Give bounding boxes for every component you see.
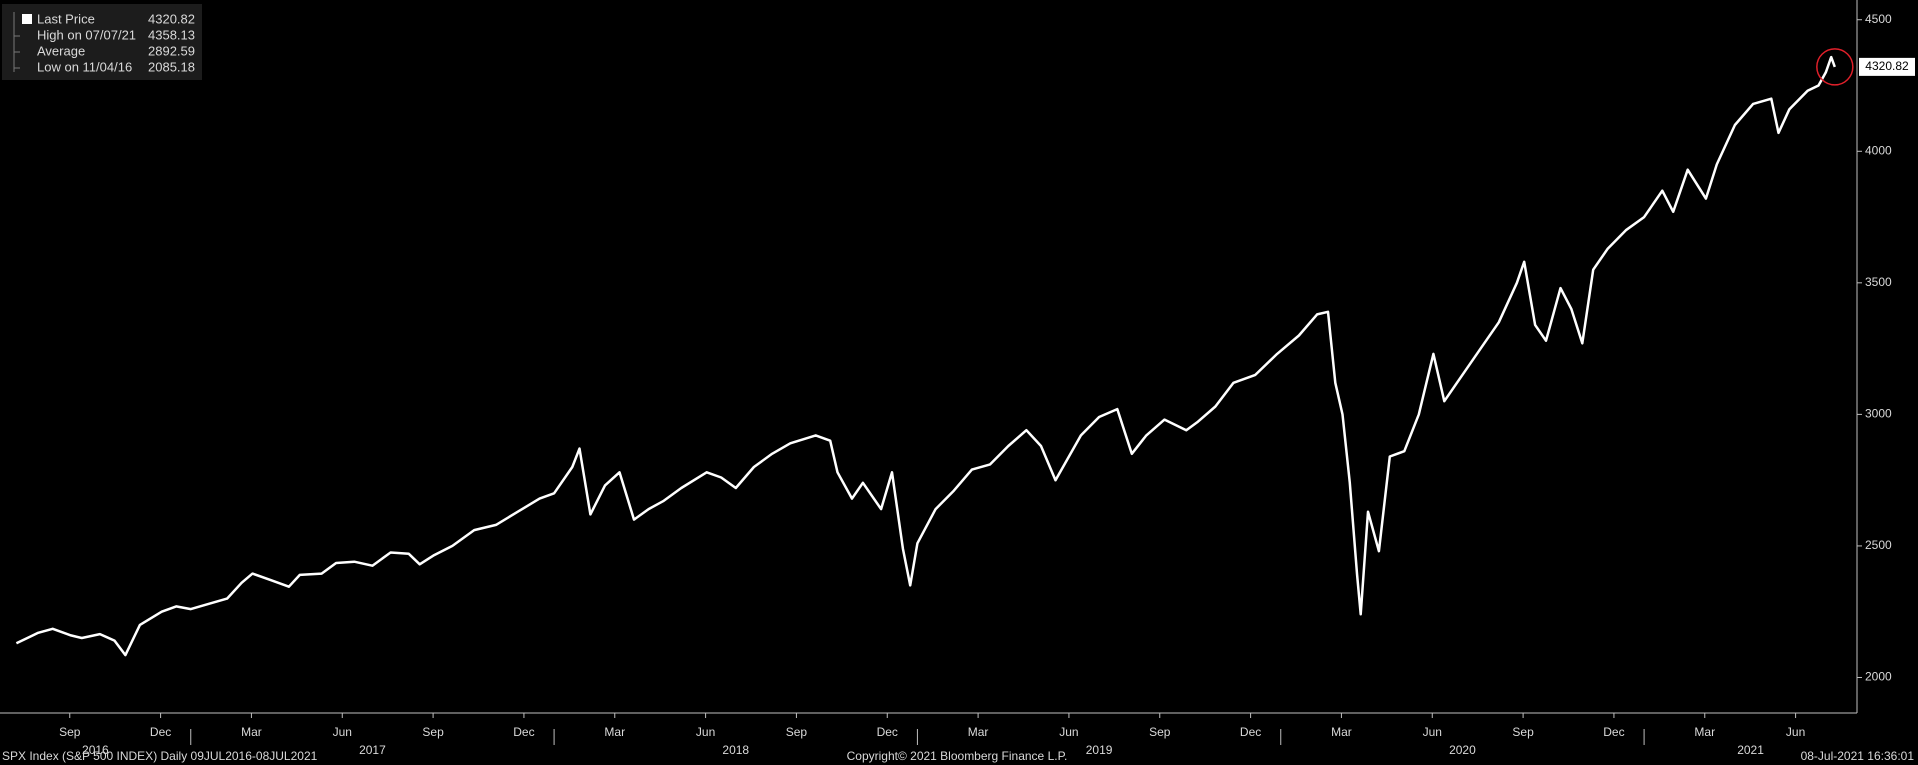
legend-value: 4320.82 [148,11,195,26]
footer-right: 08-Jul-2021 16:36:01 [1801,749,1915,763]
y-tick-label: 2000 [1865,670,1892,684]
year-label: 2018 [722,743,749,757]
x-tick-label: Dec [877,725,898,739]
x-tick-label: Sep [1149,725,1171,739]
legend-value: 2085.18 [148,59,195,74]
year-label: 2019 [1086,743,1113,757]
y-tick-label: 4500 [1865,12,1892,26]
x-tick-label: Sep [1512,725,1534,739]
x-tick-label: Sep [59,725,81,739]
y-tick-label: 3000 [1865,407,1892,421]
x-tick-label: Dec [150,725,171,739]
x-tick-label: Mar [241,725,262,739]
year-label: 2020 [1449,743,1476,757]
x-tick-label: Mar [604,725,625,739]
x-tick-label: Jun [1423,725,1442,739]
x-tick-label: Dec [513,725,534,739]
year-label: 2017 [359,743,386,757]
x-tick-label: Jun [1059,725,1078,739]
highlight-circle [1816,48,1854,86]
x-tick-label: Jun [1786,725,1805,739]
legend-label: Low on 11/04/16 [37,59,132,74]
last-price-tag [1859,57,1915,76]
y-tick-label: 4000 [1865,143,1892,157]
last-price-label: 4320.82 [1865,59,1909,73]
legend-value: 2892.59 [148,43,195,58]
legend-label: Average [37,43,85,58]
legend-label: High on 07/07/21 [37,27,136,42]
legend-value: 4358.13 [148,27,195,42]
y-tick-label: 3500 [1865,275,1892,289]
x-tick-label: Mar [968,725,989,739]
year-label: 2016 [82,743,109,757]
legend-box [2,4,202,80]
x-tick-label: Sep [786,725,808,739]
footer-left: SPX Index (S&P 500 INDEX) Daily 09JUL201… [2,749,318,763]
legend-swatch [22,14,32,24]
x-tick-label: Jun [333,725,352,739]
x-tick-label: Mar [1331,725,1352,739]
x-tick-label: Dec [1240,725,1261,739]
year-label: 2021 [1737,743,1764,757]
legend-label: Last Price [37,11,95,26]
footer-center: Copyright© 2021 Bloomberg Finance L.P. [847,749,1068,763]
x-tick-label: Jun [696,725,715,739]
x-tick-label: Mar [1694,725,1715,739]
x-tick-label: Sep [422,725,444,739]
price-line [15,55,1836,657]
x-tick-label: Dec [1603,725,1624,739]
y-tick-label: 2500 [1865,538,1892,552]
